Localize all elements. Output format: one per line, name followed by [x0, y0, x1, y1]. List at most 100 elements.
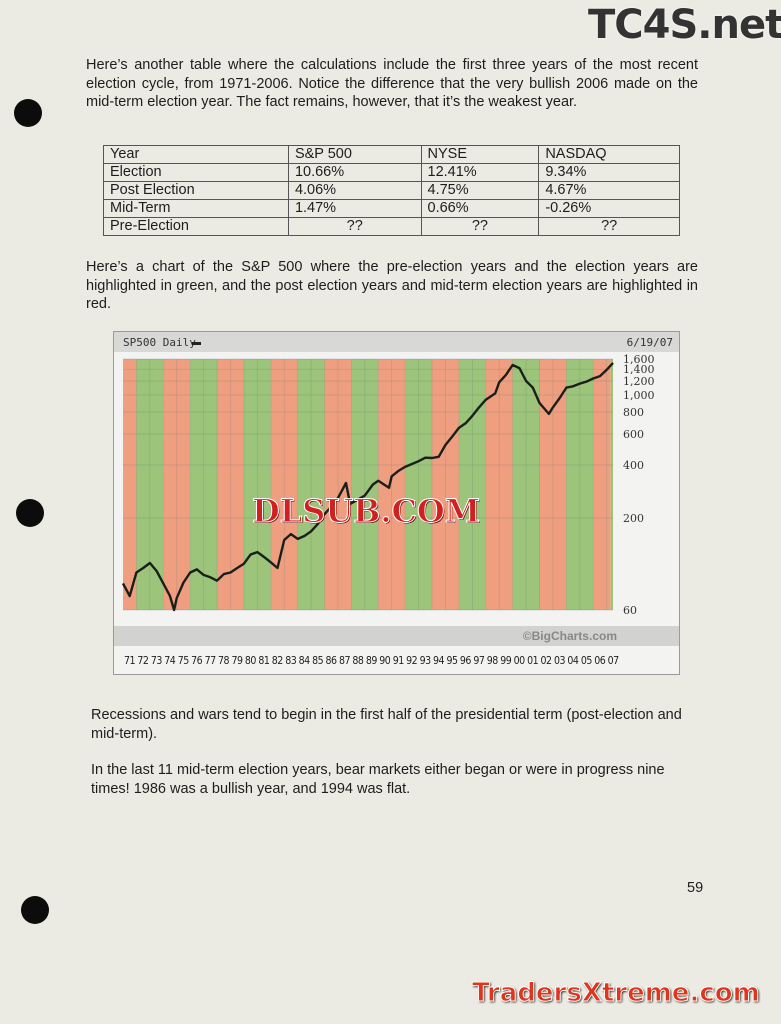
band-green	[458, 359, 486, 610]
chart-date: 6/19/07	[626, 336, 673, 349]
sp500-price-line	[121, 362, 614, 612]
x-tick-label: 89	[366, 655, 378, 667]
band-red	[270, 359, 298, 610]
chart-title: SP500 Daily	[123, 336, 196, 349]
x-tick-label: 96	[460, 655, 472, 667]
band-red	[432, 359, 459, 610]
x-tick-label: 74	[164, 655, 176, 667]
table-row: Pre-Election ?? ?? ??	[103, 217, 680, 236]
band-red	[539, 359, 567, 610]
y-tick-label: 1,000	[623, 389, 655, 402]
y-tick-label: 1,600	[623, 353, 655, 366]
x-tick-label: 93	[420, 655, 432, 667]
watermark-tradersxtreme: TradersXtreme.com	[472, 978, 761, 1009]
header-cell: S&P 500	[287, 145, 422, 164]
x-tick-label: 85	[312, 655, 324, 667]
table-cell: 10.66%	[287, 163, 422, 182]
x-tick-label: 99	[500, 655, 512, 667]
y-tick-label: 1,400	[623, 363, 655, 376]
table-cell: Pre-Election	[103, 217, 289, 236]
table-header-row: Year S&P 500 NYSE NASDAQ	[103, 145, 680, 164]
x-tick-label: 77	[205, 655, 217, 667]
x-tick-label: 94	[433, 655, 445, 667]
table-row: Mid-Term 1.47% 0.66% -0.26%	[103, 199, 680, 218]
x-tick-label: 95	[446, 655, 458, 667]
recessions-paragraph: Recessions and wars tend to begin in the…	[91, 707, 682, 742]
x-tick-label: 73	[151, 655, 163, 667]
election-cycle-table: Year S&P 500 NYSE NASDAQ Election 10.66%…	[103, 145, 680, 236]
band-red	[593, 359, 611, 610]
y-tick-label: 60	[623, 604, 637, 617]
x-tick-label: 82	[272, 655, 284, 667]
x-tick-label: 81	[258, 655, 270, 667]
table-cell: 4.06%	[287, 181, 422, 200]
x-tick-label: 87	[339, 655, 351, 667]
x-tick-label: 88	[352, 655, 364, 667]
x-tick-label: 75	[178, 655, 190, 667]
table-cell: 1.47%	[287, 199, 422, 218]
x-tick-label: 79	[231, 655, 243, 667]
x-tick-label: 03	[554, 655, 566, 667]
x-tick-label: 83	[285, 655, 297, 667]
band-red	[217, 359, 244, 610]
table-row: Post Election 4.06% 4.75% 4.67%	[103, 181, 680, 200]
x-tick-label: 86	[326, 655, 338, 667]
y-tick-label: 400	[623, 459, 644, 472]
y-tick-label: 600	[623, 428, 644, 441]
band-green	[405, 359, 433, 610]
band-green	[512, 359, 540, 610]
header-cell: Year	[103, 145, 289, 164]
x-tick-label: 97	[473, 655, 485, 667]
x-tick-label: 06	[594, 655, 606, 667]
x-tick-label: 92	[406, 655, 418, 667]
binder-hole	[16, 499, 44, 527]
band-red	[163, 359, 191, 610]
table-row: Election 10.66% 12.41% 9.34%	[103, 163, 680, 182]
watermark-tc4s: TC4S.net	[588, 2, 781, 48]
chart-footer: ©BigCharts.com	[114, 626, 679, 646]
band-green	[243, 359, 271, 610]
intro-paragraph: Here’s another table where the calculati…	[86, 57, 698, 110]
y-tick-label: 800	[623, 406, 644, 419]
x-tick-label: 98	[487, 655, 499, 667]
y-tick-label: 1,200	[623, 375, 655, 388]
x-tick-label: 04	[567, 655, 579, 667]
chart-source: ©BigCharts.com	[522, 629, 617, 643]
x-tick-label: 84	[299, 655, 311, 667]
x-tick-label: 80	[245, 655, 257, 667]
x-tick-label: 76	[191, 655, 203, 667]
x-tick-label: 71	[124, 655, 136, 667]
sp500-chart: SP500 Daily 6/19/07 ©BigCharts.com 1,600…	[113, 331, 680, 675]
y-tick-label: 200	[623, 512, 644, 525]
table-cell: ??	[420, 217, 540, 236]
band-green	[610, 359, 613, 610]
midterm-paragraph: In the last 11 mid-term election years, …	[91, 762, 665, 797]
table-cell: 9.34%	[538, 163, 680, 182]
table-cell: 12.41%	[420, 163, 540, 182]
band-green	[297, 359, 325, 610]
x-tick-label: 72	[137, 655, 149, 667]
band-green	[190, 359, 218, 610]
table-cell: Mid-Term	[103, 199, 289, 218]
table-cell: 0.66%	[420, 199, 540, 218]
table-cell: Post Election	[103, 181, 289, 200]
band-red	[485, 359, 513, 610]
x-tick-label: 02	[541, 655, 553, 667]
table-cell: ??	[538, 217, 680, 236]
header-cell: NYSE	[420, 145, 540, 164]
legend-line-icon	[192, 342, 201, 345]
x-tick-label: 01	[527, 655, 539, 667]
chart-header: SP500 Daily 6/19/07	[114, 332, 679, 352]
page-number: 59	[687, 880, 704, 896]
x-tick-label: 07	[608, 655, 620, 667]
band-red	[123, 359, 137, 610]
binder-hole	[21, 896, 49, 924]
table-cell: Election	[103, 163, 289, 182]
binder-hole	[14, 99, 42, 127]
x-tick-label: 90	[379, 655, 391, 667]
x-tick-label: 91	[393, 655, 405, 667]
watermark-dlsub: DLSUB.COM	[251, 492, 481, 531]
chart-intro-paragraph: Here’s a chart of the S&P 500 where the …	[86, 259, 698, 312]
header-cell: NASDAQ	[538, 145, 680, 164]
